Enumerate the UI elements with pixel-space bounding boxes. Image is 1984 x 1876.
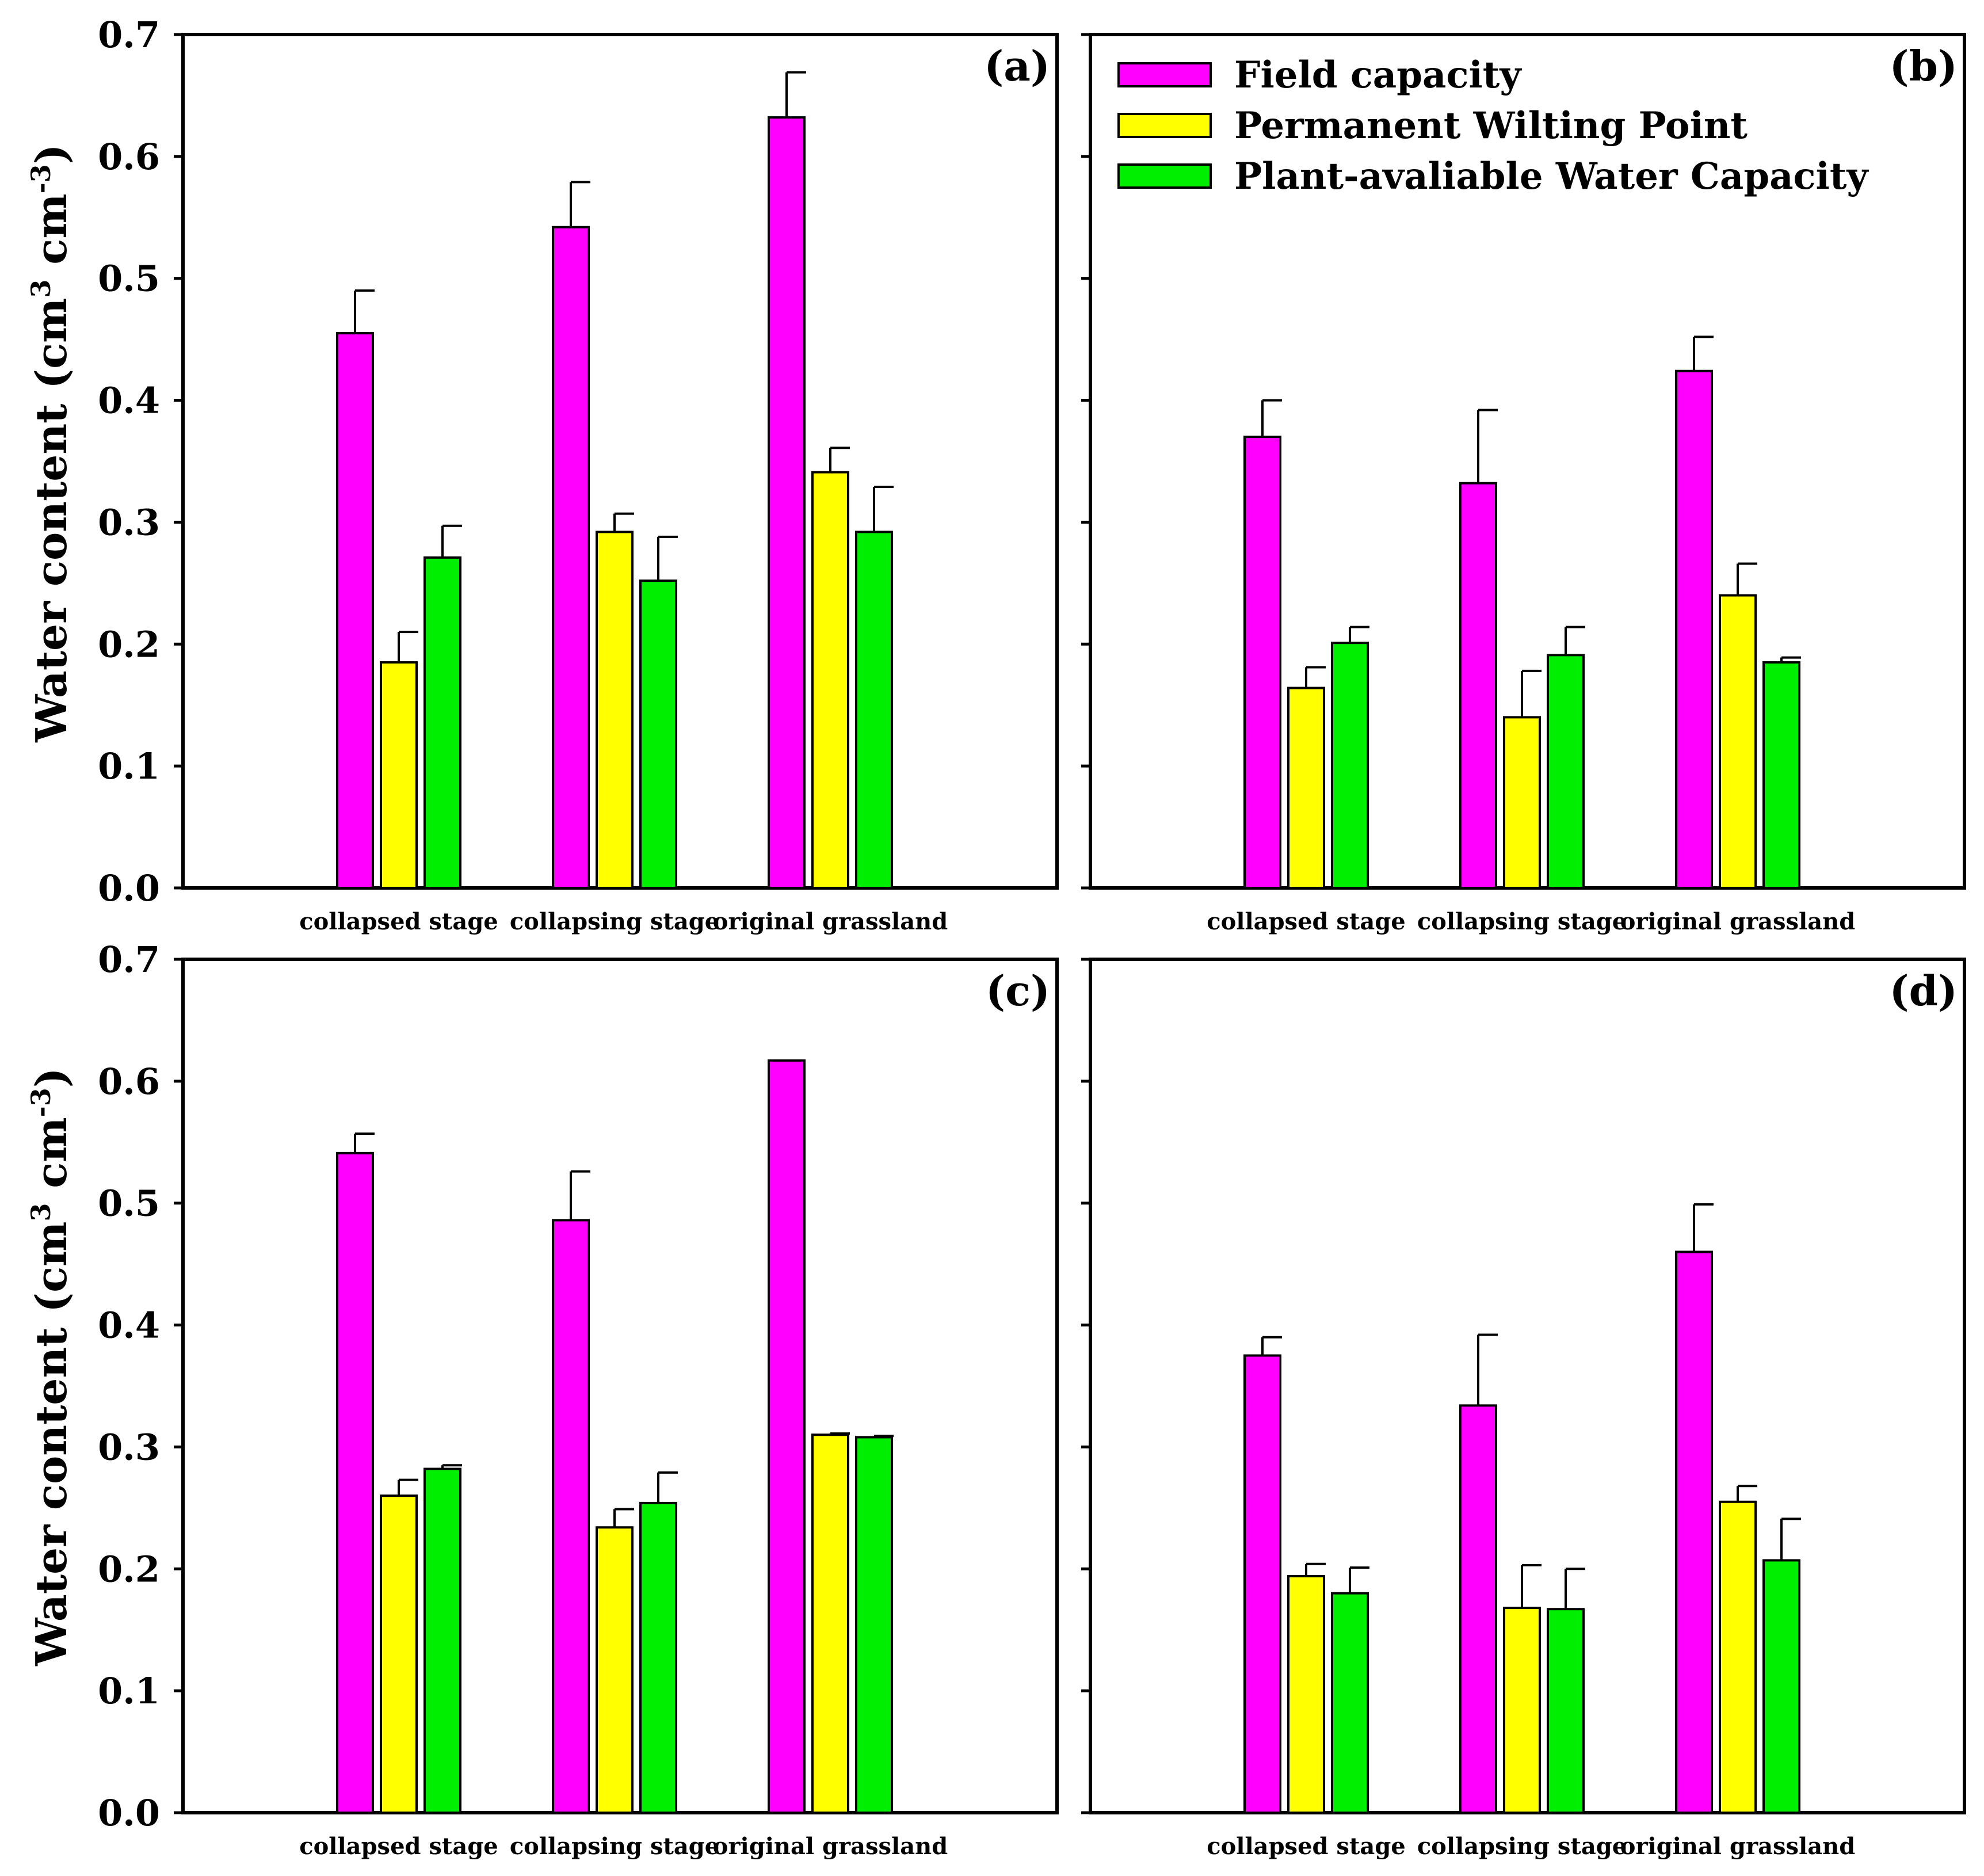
bar-d-collapsing-plant-available-water [1547,1608,1585,1814]
category-label-b-original: original grassland [1620,908,1855,935]
panel-a: 0.0 0.1 0.2 0.3 0.4 0.5 0.6 0.7 (a) collapsed sta… [98,14,1059,935]
bar-d-original-field-capacity [1675,1250,1713,1814]
bar-c-original-field-capacity [768,1059,806,1814]
bar-b-original-permanent-wilting-point [1719,594,1757,889]
y-tick-label-c-1: 0.1 [98,1670,160,1712]
bar-d-original-permanent-wilting-point [1719,1500,1757,1814]
y-tick-label-c-2: 0.2 [98,1548,160,1590]
panel-b: (b) collapsed stage collapsing stageorigin… [1081,33,1966,935]
bar-a-collapsing-permanent-wilting-point [596,531,634,889]
y-tick-label-a-5: 0.5 [98,258,160,300]
category-label-c-collapsing: collapsing stage [510,1833,719,1860]
category-label-c-original: original grassland [713,1833,948,1860]
y-axis-label-top: Water content (cm3 cm-3) [25,144,77,743]
legend-label-permanent-wilting-point: Permanent Wilting Point [1234,104,1748,147]
bar-d-collapsed-field-capacity [1243,1354,1281,1814]
y-tick-label-a-2: 0.2 [98,623,160,665]
category-label-d-original: original grassland [1620,1833,1855,1860]
legend-swatch-plant-available-water [1117,163,1212,189]
bar-c-collapsing-plant-available-water [639,1501,677,1814]
y-tick-label-c-4: 0.4 [98,1305,160,1347]
bar-c-collapsing-field-capacity [552,1219,590,1814]
bar-d-collapsed-plant-available-water [1331,1592,1369,1814]
bar-a-original-permanent-wilting-point [811,471,849,889]
bar-b-collapsed-permanent-wilting-point [1287,687,1325,890]
bar-a-collapsed-permanent-wilting-point [380,661,418,890]
y-tick-label-c-7: 0.7 [98,939,160,981]
bar-a-collapsed-field-capacity [336,332,374,889]
y-tick-label-a-0: 0.0 [98,867,160,909]
category-label-d-collapsed: collapsed stage [1207,1833,1406,1860]
bar-a-original-plant-available-water [855,531,893,889]
bar-b-collapsing-plant-available-water [1547,654,1585,890]
category-label-d-collapsing: collapsing stage [1417,1833,1627,1860]
y-tick-label-c-0: 0.0 [98,1792,160,1834]
category-label-a-collapsed: collapsed stage [299,908,498,935]
bar-c-original-permanent-wilting-point [811,1433,849,1814]
bar-d-collapsing-permanent-wilting-point [1503,1607,1541,1814]
y-tick-label-a-4: 0.4 [98,380,160,422]
y-tick-label-a-6: 0.6 [98,136,160,178]
bar-a-original-field-capacity [768,116,806,889]
legend-label-plant-available-water: Plant-avaliable Water Capacity [1234,155,1869,198]
bar-a-collapsing-field-capacity [552,226,590,890]
bar-c-original-plant-available-water [855,1436,893,1814]
category-label-b-collapsed: collapsed stage [1207,908,1406,935]
bar-b-collapsing-permanent-wilting-point [1503,716,1541,890]
panel-tag-a: (a) [984,41,1050,90]
panels: 0.0 0.1 0.2 0.3 0.4 0.5 0.6 0.7 (a) collapsed sta… [98,14,1966,1860]
bar-b-collapsed-plant-available-water [1331,642,1369,889]
y-axis-label-bottom: Water content (cm3 cm-3) [25,1067,77,1667]
category-label-b-collapsing: collapsing stage [1417,908,1627,935]
legend-swatch-field-capacity [1117,62,1212,87]
bar-b-collapsing-field-capacity [1459,482,1497,889]
y-tick-label-c-6: 0.6 [98,1061,160,1103]
y-tick-label-a-7: 0.7 [98,14,160,56]
y-tick-label-a-3: 0.3 [98,501,160,543]
bar-b-original-field-capacity [1675,369,1713,889]
bar-d-collapsed-permanent-wilting-point [1287,1574,1325,1814]
category-label-a-original: original grassland [713,908,948,935]
bar-c-collapsing-permanent-wilting-point [596,1526,634,1814]
bar-b-collapsed-field-capacity [1243,436,1281,889]
panel-d: (d) collapsed stage collapsing stageorigin… [1081,958,1966,1860]
y-tick-label-c-5: 0.5 [98,1183,160,1225]
bar-a-collapsing-plant-available-water [639,579,677,889]
bar-c-collapsed-permanent-wilting-point [380,1494,418,1814]
panel-c: 0.0 0.1 0.2 0.3 0.4 0.5 0.6 0.7 (c) collapsed sta… [98,939,1059,1860]
bar-c-collapsed-plant-available-water [423,1467,461,1814]
bar-b-original-plant-available-water [1762,661,1800,890]
panel-tag-c: (c) [986,966,1050,1015]
category-label-a-collapsing: collapsing stage [510,908,719,935]
y-tick-label-a-1: 0.1 [98,745,160,787]
panel-tag-d: (d) [1890,966,1958,1015]
category-label-c-collapsed: collapsed stage [299,1833,498,1860]
panel-tag-b: (b) [1890,41,1958,90]
bar-a-collapsed-plant-available-water [423,556,461,889]
legend-label-field-capacity: Field capacity [1234,54,1522,97]
bar-d-collapsing-field-capacity [1459,1404,1497,1814]
bar-c-collapsed-field-capacity [336,1151,374,1814]
y-tick-label-c-3: 0.3 [98,1426,160,1468]
legend-swatch-permanent-wilting-point [1117,113,1212,138]
legend: Field capacity Permanent Wilting Point P… [1117,54,1869,198]
bar-d-original-plant-available-water [1762,1559,1800,1814]
